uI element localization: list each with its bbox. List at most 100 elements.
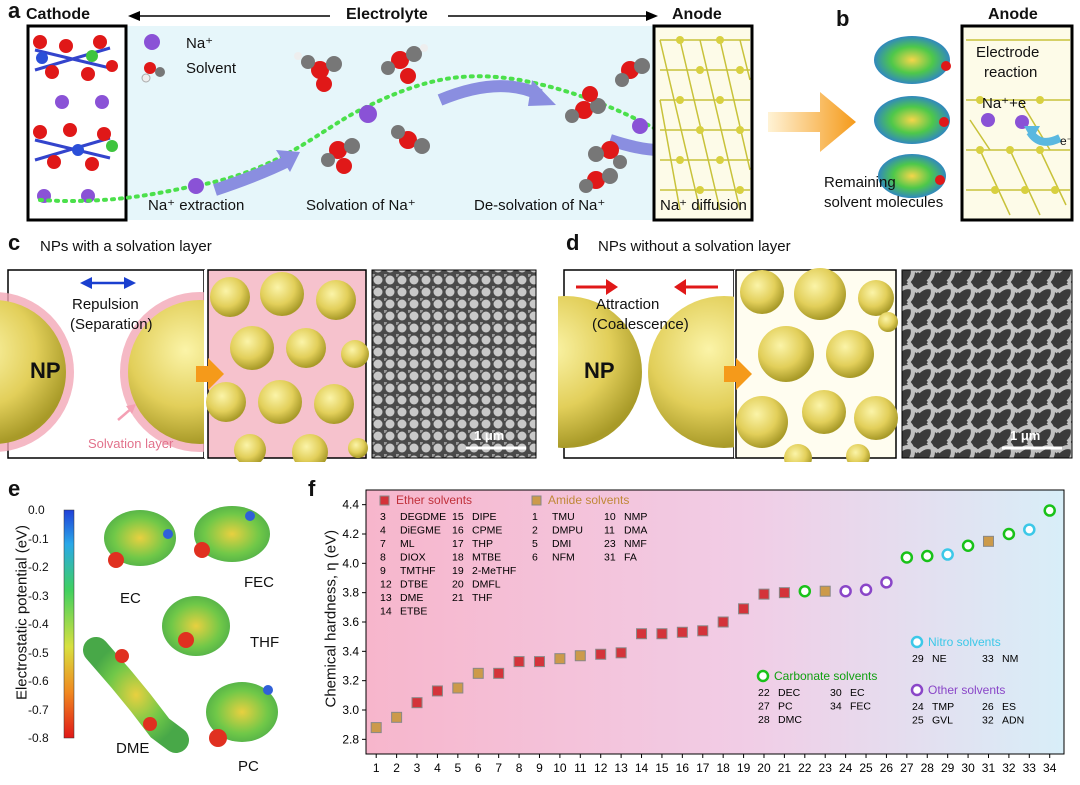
- carbonate-point: [798, 584, 812, 598]
- solvation-layer-label: Solvation layer: [88, 436, 174, 451]
- ether-legend-name: DEGDME: [400, 511, 446, 523]
- chart-f-ylabel: Chemical hardness, η (eV): [322, 529, 340, 708]
- other-legend-index: 26: [982, 701, 994, 713]
- panel-b-label: b: [836, 6, 850, 31]
- ether-point: [493, 667, 505, 679]
- carbonate-point: [1002, 527, 1016, 541]
- ether-legend-title: Ether solvents: [396, 493, 472, 507]
- x-tick-label: 17: [696, 761, 710, 775]
- x-tick-label: 9: [536, 761, 543, 775]
- y-tick-label: 4.0: [342, 556, 359, 570]
- panel-d-title: NPs without a solvation layer: [598, 238, 791, 255]
- ether-point: [513, 656, 525, 668]
- electron-label: e⁻: [1060, 134, 1074, 148]
- cathode-header: Cathode: [26, 6, 90, 23]
- panel-e-label: e: [8, 476, 21, 501]
- ether-legend-index: 20: [452, 579, 464, 591]
- ether-legend-index: 14: [380, 606, 392, 618]
- x-tick-label: 10: [553, 761, 567, 775]
- y-tick-label: 2.8: [342, 732, 359, 746]
- panel-c-label: c: [8, 230, 21, 255]
- amide-legend-marker: [531, 495, 542, 506]
- molecule-ec: EC: [120, 590, 141, 607]
- ether-point: [778, 587, 790, 599]
- carbonate-legend-title: Carbonate solvents: [774, 669, 877, 683]
- ether-legend-name: MTBE: [472, 552, 501, 564]
- ether-legend-name: CPME: [472, 525, 502, 537]
- x-tick-label: 24: [839, 761, 853, 775]
- x-tick-label: 23: [819, 761, 833, 775]
- ether-point: [636, 628, 648, 640]
- x-tick-label: 12: [594, 761, 608, 775]
- solvent-legend-icon: [141, 62, 165, 83]
- nitro-legend-marker: [910, 635, 924, 649]
- other-legend-name: TMP: [932, 701, 954, 713]
- colorbar-tick-label: -0.1: [28, 531, 49, 546]
- x-tick-label: 5: [454, 761, 461, 775]
- carbonate-point: [961, 539, 975, 552]
- x-tick-label: 22: [798, 761, 812, 775]
- carbonate-legend-name: EC: [850, 687, 865, 699]
- attraction-1: Attraction: [596, 296, 660, 313]
- ether-legend-index: 18: [452, 552, 464, 564]
- molecule-pc: PC: [238, 758, 259, 775]
- other-legend-name: ES: [1002, 701, 1016, 713]
- x-tick-label: 6: [475, 761, 482, 775]
- panel-d-label: d: [566, 230, 580, 255]
- amide-point: [472, 667, 484, 679]
- attraction-2: (Coalescence): [592, 316, 689, 333]
- panel-c-graphics: [0, 269, 537, 462]
- amide-point: [554, 653, 566, 665]
- chemical-hardness-chart: 1 2 3 4 5 6 7 8 9 10 11 12 13 14 15 16 17 18 19 20 21 22 23 24 2…: [342, 489, 1065, 775]
- colorbar-tick-label: -0.2: [28, 560, 49, 574]
- amide-legend-name: DMI: [552, 538, 571, 550]
- colorbar-tick-label: -0.4: [28, 617, 49, 631]
- nitro-legend-index: 33: [982, 653, 994, 665]
- ether-legend-index: 19: [452, 565, 464, 577]
- carbonate-legend-name: DMC: [778, 714, 802, 726]
- ether-legend-name: 2-MeTHF: [472, 565, 516, 577]
- ether-legend-index: 17: [452, 538, 464, 550]
- ether-legend-name: DTBE: [400, 579, 428, 591]
- x-tick-label: 20: [757, 761, 771, 775]
- ether-legend-index: 12: [380, 579, 392, 591]
- x-tick-label: 30: [961, 761, 975, 775]
- ether-point: [656, 628, 668, 640]
- ether-point: [431, 685, 443, 697]
- panel-c-title: NPs with a solvation layer: [40, 238, 212, 255]
- colorbar-tick-label: -0.6: [28, 674, 49, 688]
- y-tick-label: 4.4: [342, 498, 359, 512]
- amide-legend-name: TMU: [552, 511, 575, 523]
- carbonate-legend-index: 22: [758, 687, 770, 699]
- y-tick-label: 3.0: [342, 703, 359, 717]
- thf-molecule: [162, 596, 230, 656]
- x-tick-label: 14: [635, 761, 649, 775]
- amide-legend-index: 5: [532, 538, 538, 550]
- amide-legend-index: 31: [604, 552, 616, 564]
- other-legend-marker: [910, 683, 924, 697]
- ec-molecule: [104, 510, 176, 568]
- x-tick-label: 32: [1002, 761, 1016, 775]
- panel-a-label: a: [8, 0, 21, 23]
- x-tick-label: 13: [614, 761, 628, 775]
- ether-legend-name: DIOX: [400, 552, 426, 564]
- ether-legend-index: 3: [380, 511, 386, 523]
- x-tick-label: 31: [982, 761, 996, 775]
- other-legend-index: 25: [912, 715, 924, 727]
- ether-legend-index: 21: [452, 592, 464, 604]
- other-point: [839, 584, 852, 598]
- amide-legend-index: 6: [532, 552, 538, 564]
- ether-legend-name: THP: [472, 538, 493, 550]
- carbonate-legend-name: PC: [778, 701, 793, 713]
- x-tick-label: 1: [373, 761, 380, 775]
- carbonate-legend-marker: [756, 669, 770, 683]
- carbonate-legend-name: DEC: [778, 687, 801, 699]
- remaining-2: solvent molecules: [824, 194, 944, 211]
- x-tick-label: 25: [859, 761, 873, 775]
- amide-point: [819, 585, 831, 597]
- amide-legend-name: FA: [624, 552, 637, 564]
- panel-d-graphics: [558, 268, 1073, 462]
- ether-legend-index: 15: [452, 511, 464, 523]
- carbonate-legend-index: 30: [830, 687, 842, 699]
- ether-legend-index: 13: [380, 592, 392, 604]
